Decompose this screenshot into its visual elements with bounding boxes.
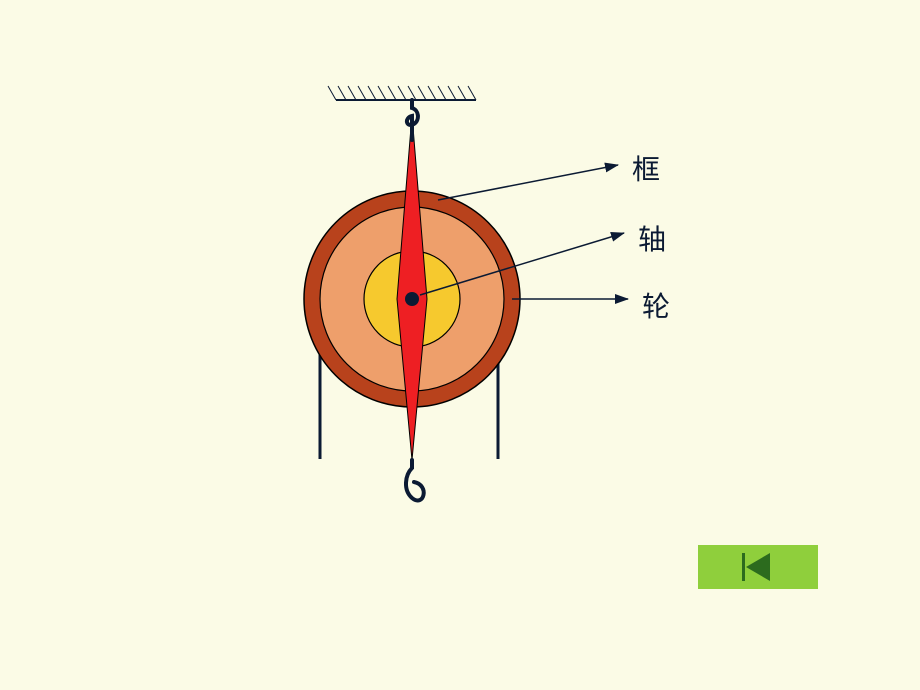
label-axle: 轴 bbox=[638, 218, 666, 258]
frame-spindle bbox=[397, 115, 427, 460]
diagram-stage: 框 轴 轮 bbox=[0, 0, 920, 690]
label-wheel: 轮 bbox=[642, 285, 670, 325]
nav-button-container bbox=[698, 545, 818, 589]
axle-hub bbox=[405, 292, 419, 306]
previous-slide-button[interactable] bbox=[698, 545, 818, 589]
arrow-to-frame-label bbox=[438, 165, 618, 200]
hook-top bbox=[407, 100, 418, 140]
ceiling bbox=[328, 86, 476, 100]
label-frame: 框 bbox=[632, 148, 660, 188]
hook-bottom bbox=[406, 460, 424, 501]
previous-slide-icon bbox=[698, 545, 818, 589]
